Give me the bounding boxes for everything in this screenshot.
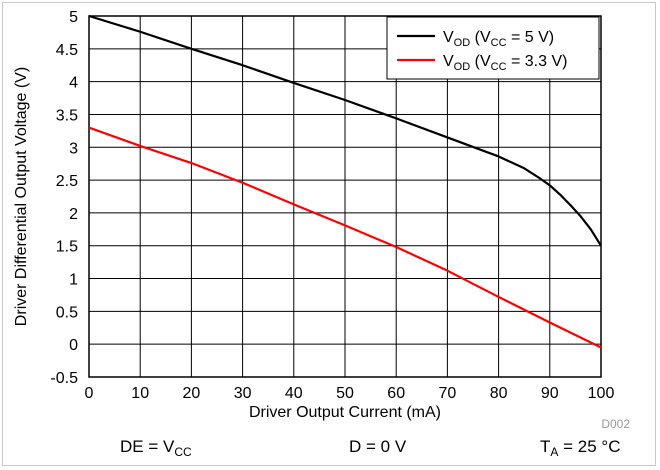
x-tick-label: 0 xyxy=(85,385,94,402)
series-line-vcc-5v xyxy=(88,14,602,247)
legend-box xyxy=(386,16,600,80)
x-tick-label: 50 xyxy=(336,385,354,402)
legend-label: VOD (VCC = 5 V) xyxy=(443,29,554,49)
x-tick-label: 20 xyxy=(183,385,201,402)
y-tick-label: 1.5 xyxy=(56,239,78,256)
x-tick-label: 10 xyxy=(131,385,149,402)
figure-id-annotation: D002 xyxy=(601,417,630,431)
y-tick-label: 5 xyxy=(69,9,78,26)
figure-frame xyxy=(2,2,656,466)
legend-label: VOD (VCC = 3.3 V) xyxy=(443,53,567,73)
condition-d: D = 0 V xyxy=(349,437,407,456)
plot-area xyxy=(88,15,602,378)
y-tick-label: 4 xyxy=(69,75,78,92)
y-tick-label: 2 xyxy=(69,206,78,223)
x-tick-label: 90 xyxy=(541,385,559,402)
x-tick-label: 30 xyxy=(234,385,252,402)
condition-temperature: TA = 25 °C xyxy=(540,437,621,459)
x-tick-label: 60 xyxy=(387,385,405,402)
y-tick-label: 3.5 xyxy=(56,107,78,124)
y-tick-label: -0.5 xyxy=(50,370,78,387)
y-tick-label: 2.5 xyxy=(56,173,78,190)
y-tick-label: 0.5 xyxy=(56,304,78,321)
condition-de: DE = VCC xyxy=(120,437,192,459)
x-tick-label: 70 xyxy=(439,385,457,402)
x-tick-label: 100 xyxy=(588,385,615,402)
series-line-vcc-3v3 xyxy=(88,126,602,349)
y-tick-label: 3 xyxy=(69,140,78,157)
x-tick-label: 40 xyxy=(285,385,303,402)
x-axis-label: Driver Output Current (mA) xyxy=(249,404,441,421)
x-tick-label: 80 xyxy=(490,385,508,402)
y-tick-label: 0 xyxy=(69,337,78,354)
y-tick-label: 1 xyxy=(69,272,78,289)
y-axis-label: Driver Differential Output Voltage (V) xyxy=(13,67,30,326)
y-tick-label: 4.5 xyxy=(56,42,78,59)
